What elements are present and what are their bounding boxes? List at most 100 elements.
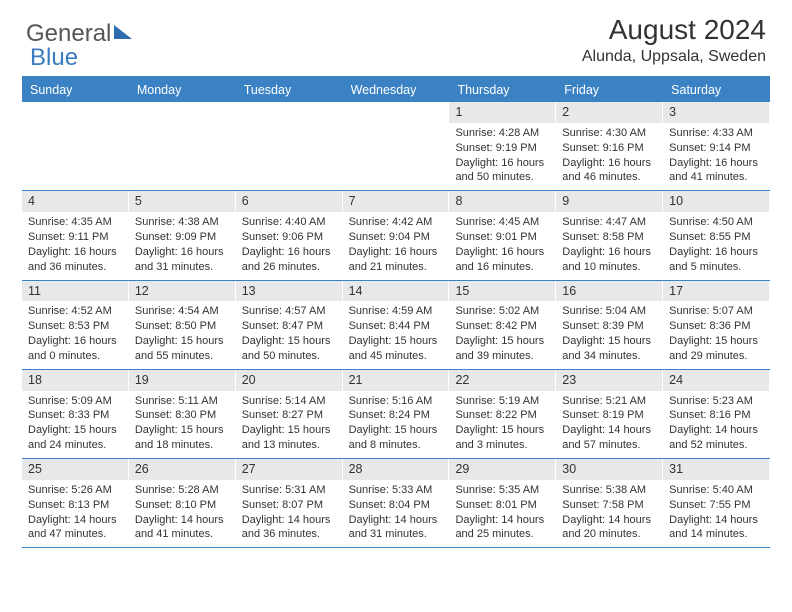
day-details: Sunrise: 5:38 AMSunset: 7:58 PMDaylight:… [556,480,662,547]
sunrise-text: Sunrise: 4:50 AM [669,215,763,230]
sunset-text: Sunset: 8:19 PM [562,408,656,423]
day-number: 23 [556,370,662,391]
day-cell-13: 13Sunrise: 4:57 AMSunset: 8:47 PMDayligh… [236,281,343,369]
sunrise-text: Sunrise: 5:02 AM [455,304,549,319]
day-number: 8 [449,191,555,212]
day-number [22,102,128,121]
week-row: 25Sunrise: 5:26 AMSunset: 8:13 PMDayligh… [22,459,770,548]
daylight-text: Daylight: 16 hours and 41 minutes. [669,156,763,186]
sunset-text: Sunset: 9:16 PM [562,141,656,156]
triangle-icon [114,25,132,39]
daylight-text: Daylight: 16 hours and 16 minutes. [455,245,549,275]
day-cell-9: 9Sunrise: 4:47 AMSunset: 8:58 PMDaylight… [556,191,663,279]
day-cell-29: 29Sunrise: 5:35 AMSunset: 8:01 PMDayligh… [449,459,556,547]
day-details: Sunrise: 4:59 AMSunset: 8:44 PMDaylight:… [343,301,449,368]
sunrise-text: Sunrise: 5:38 AM [562,483,656,498]
day-number: 26 [129,459,235,480]
daylight-text: Daylight: 15 hours and 24 minutes. [28,423,122,453]
sunset-text: Sunset: 8:27 PM [242,408,336,423]
day-cell-1: 1Sunrise: 4:28 AMSunset: 9:19 PMDaylight… [449,102,556,190]
sunrise-text: Sunrise: 4:28 AM [455,126,549,141]
day-cell-11: 11Sunrise: 4:52 AMSunset: 8:53 PMDayligh… [22,281,129,369]
sunrise-text: Sunrise: 4:35 AM [28,215,122,230]
daylight-text: Daylight: 15 hours and 8 minutes. [349,423,443,453]
day-cell-30: 30Sunrise: 5:38 AMSunset: 7:58 PMDayligh… [556,459,663,547]
sunset-text: Sunset: 8:42 PM [455,319,549,334]
day-cell-18: 18Sunrise: 5:09 AMSunset: 8:33 PMDayligh… [22,370,129,458]
sunset-text: Sunset: 8:55 PM [669,230,763,245]
sunrise-text: Sunrise: 4:47 AM [562,215,656,230]
daylight-text: Daylight: 16 hours and 50 minutes. [455,156,549,186]
day-number: 2 [556,102,662,123]
sunset-text: Sunset: 8:39 PM [562,319,656,334]
day-number: 18 [22,370,128,391]
sunset-text: Sunset: 8:44 PM [349,319,443,334]
day-number: 17 [663,281,769,302]
day-details: Sunrise: 5:35 AMSunset: 8:01 PMDaylight:… [449,480,555,547]
day-number: 28 [343,459,449,480]
daylight-text: Daylight: 14 hours and 20 minutes. [562,513,656,543]
sunrise-text: Sunrise: 4:45 AM [455,215,549,230]
day-cell-21: 21Sunrise: 5:16 AMSunset: 8:24 PMDayligh… [343,370,450,458]
day-details: Sunrise: 5:21 AMSunset: 8:19 PMDaylight:… [556,391,662,458]
sunset-text: Sunset: 9:06 PM [242,230,336,245]
logo-text-2: Blue [30,44,78,72]
day-cell-5: 5Sunrise: 4:38 AMSunset: 9:09 PMDaylight… [129,191,236,279]
day-number: 6 [236,191,342,212]
sunset-text: Sunset: 8:50 PM [135,319,229,334]
day-details: Sunrise: 5:16 AMSunset: 8:24 PMDaylight:… [343,391,449,458]
empty-day-cell [236,102,343,190]
sunset-text: Sunset: 9:09 PM [135,230,229,245]
day-details: Sunrise: 4:57 AMSunset: 8:47 PMDaylight:… [236,301,342,368]
sunset-text: Sunset: 8:01 PM [455,498,549,513]
daylight-text: Daylight: 14 hours and 31 minutes. [349,513,443,543]
day-details: Sunrise: 5:02 AMSunset: 8:42 PMDaylight:… [449,301,555,368]
day-number: 5 [129,191,235,212]
sunset-text: Sunset: 8:58 PM [562,230,656,245]
daylight-text: Daylight: 16 hours and 26 minutes. [242,245,336,275]
sunrise-text: Sunrise: 5:35 AM [455,483,549,498]
daylight-text: Daylight: 16 hours and 31 minutes. [135,245,229,275]
sunrise-text: Sunrise: 5:07 AM [669,304,763,319]
day-number: 21 [343,370,449,391]
day-details: Sunrise: 4:33 AMSunset: 9:14 PMDaylight:… [663,123,769,190]
sunrise-text: Sunrise: 4:38 AM [135,215,229,230]
day-number: 29 [449,459,555,480]
sunrise-text: Sunrise: 5:14 AM [242,394,336,409]
month-title: August 2024 [582,14,766,46]
sunset-text: Sunset: 7:58 PM [562,498,656,513]
sunrise-text: Sunrise: 5:16 AM [349,394,443,409]
sunrise-text: Sunrise: 5:40 AM [669,483,763,498]
sunrise-text: Sunrise: 5:19 AM [455,394,549,409]
sunrise-text: Sunrise: 4:54 AM [135,304,229,319]
day-number [236,102,342,121]
day-details: Sunrise: 4:38 AMSunset: 9:09 PMDaylight:… [129,212,235,279]
day-number [343,102,449,121]
week-row: 1Sunrise: 4:28 AMSunset: 9:19 PMDaylight… [22,102,770,191]
sunrise-text: Sunrise: 4:52 AM [28,304,122,319]
day-details: Sunrise: 4:28 AMSunset: 9:19 PMDaylight:… [449,123,555,190]
daylight-text: Daylight: 16 hours and 5 minutes. [669,245,763,275]
weekday-wednesday: Wednesday [343,78,450,102]
day-cell-27: 27Sunrise: 5:31 AMSunset: 8:07 PMDayligh… [236,459,343,547]
day-cell-26: 26Sunrise: 5:28 AMSunset: 8:10 PMDayligh… [129,459,236,547]
daylight-text: Daylight: 15 hours and 45 minutes. [349,334,443,364]
daylight-text: Daylight: 15 hours and 50 minutes. [242,334,336,364]
weekday-saturday: Saturday [663,78,770,102]
day-cell-7: 7Sunrise: 4:42 AMSunset: 9:04 PMDaylight… [343,191,450,279]
day-cell-3: 3Sunrise: 4:33 AMSunset: 9:14 PMDaylight… [663,102,770,190]
day-details: Sunrise: 4:54 AMSunset: 8:50 PMDaylight:… [129,301,235,368]
daylight-text: Daylight: 15 hours and 3 minutes. [455,423,549,453]
sunrise-text: Sunrise: 5:23 AM [669,394,763,409]
day-number [129,102,235,121]
daylight-text: Daylight: 14 hours and 25 minutes. [455,513,549,543]
weeks-container: 1Sunrise: 4:28 AMSunset: 9:19 PMDaylight… [22,102,770,548]
day-cell-17: 17Sunrise: 5:07 AMSunset: 8:36 PMDayligh… [663,281,770,369]
day-cell-12: 12Sunrise: 4:54 AMSunset: 8:50 PMDayligh… [129,281,236,369]
empty-day-cell [129,102,236,190]
sunrise-text: Sunrise: 4:42 AM [349,215,443,230]
sunrise-text: Sunrise: 4:59 AM [349,304,443,319]
day-details: Sunrise: 4:52 AMSunset: 8:53 PMDaylight:… [22,301,128,368]
day-number: 11 [22,281,128,302]
daylight-text: Daylight: 15 hours and 34 minutes. [562,334,656,364]
